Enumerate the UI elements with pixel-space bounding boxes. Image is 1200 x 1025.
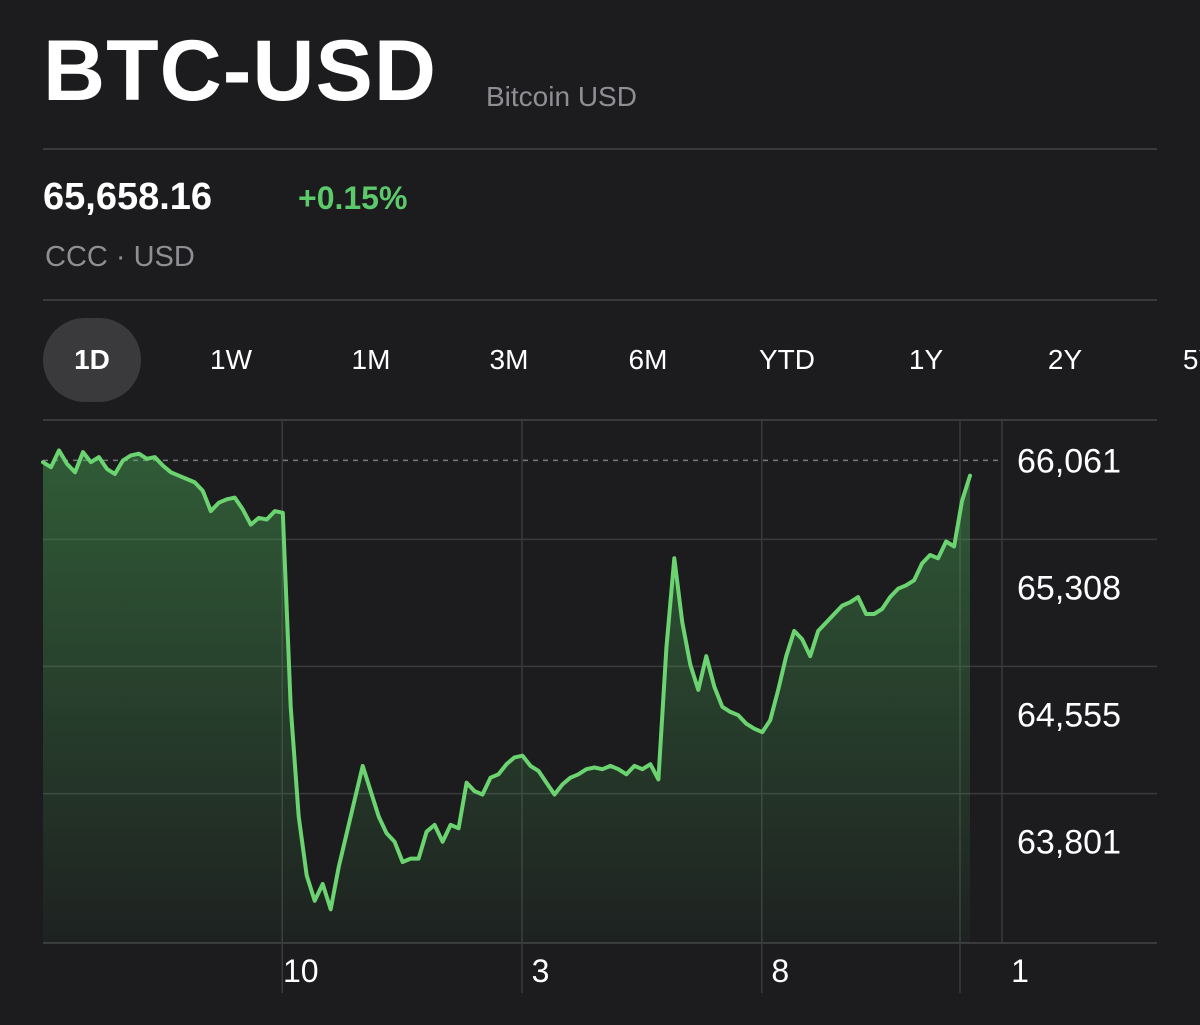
exchange-currency: CCC · USD [45, 241, 195, 273]
range-1y-button[interactable]: 1Y [908, 344, 944, 375]
y-tick-label: 64,555 [1017, 696, 1121, 734]
range-ytd-button[interactable]: YTD [759, 344, 815, 375]
range-6m-button[interactable]: 6M [628, 344, 668, 375]
company-name: Bitcoin USD [486, 81, 637, 112]
y-tick-label: 63,801 [1017, 824, 1121, 862]
range-5y-button[interactable]: 5Y [1182, 344, 1200, 375]
price-chart: 66,061 65,308 64,555 63,801 10 3 8 1 [41, 419, 1157, 993]
x-tick-label: 1 [1011, 953, 1029, 989]
time-range-selector: 1D 1W 1M 3M 6M YTD 1Y 2Y 5Y [43, 318, 1200, 402]
range-3m-button[interactable]: 3M [489, 344, 529, 375]
quote-divider [43, 299, 1157, 301]
ticker-symbol: BTC-USD [43, 23, 437, 119]
header-divider [43, 148, 1157, 150]
price-change-percent: +0.15% [298, 180, 408, 216]
price-area-fill [43, 450, 970, 943]
x-tick-label: 3 [532, 953, 550, 989]
current-price: 65,658.16 [43, 176, 213, 218]
range-1m-button[interactable]: 1M [351, 344, 391, 375]
price-series-line [41, 448, 972, 912]
y-tick-label: 65,308 [1017, 569, 1121, 607]
range-1d-button[interactable]: 1D [43, 318, 141, 402]
y-tick-label: 66,061 [1017, 442, 1121, 480]
range-2y-button[interactable]: 2Y [1047, 344, 1083, 375]
x-tick-label: 10 [283, 953, 319, 989]
range-1w-button[interactable]: 1W [210, 344, 252, 375]
x-tick-label: 8 [771, 953, 789, 989]
